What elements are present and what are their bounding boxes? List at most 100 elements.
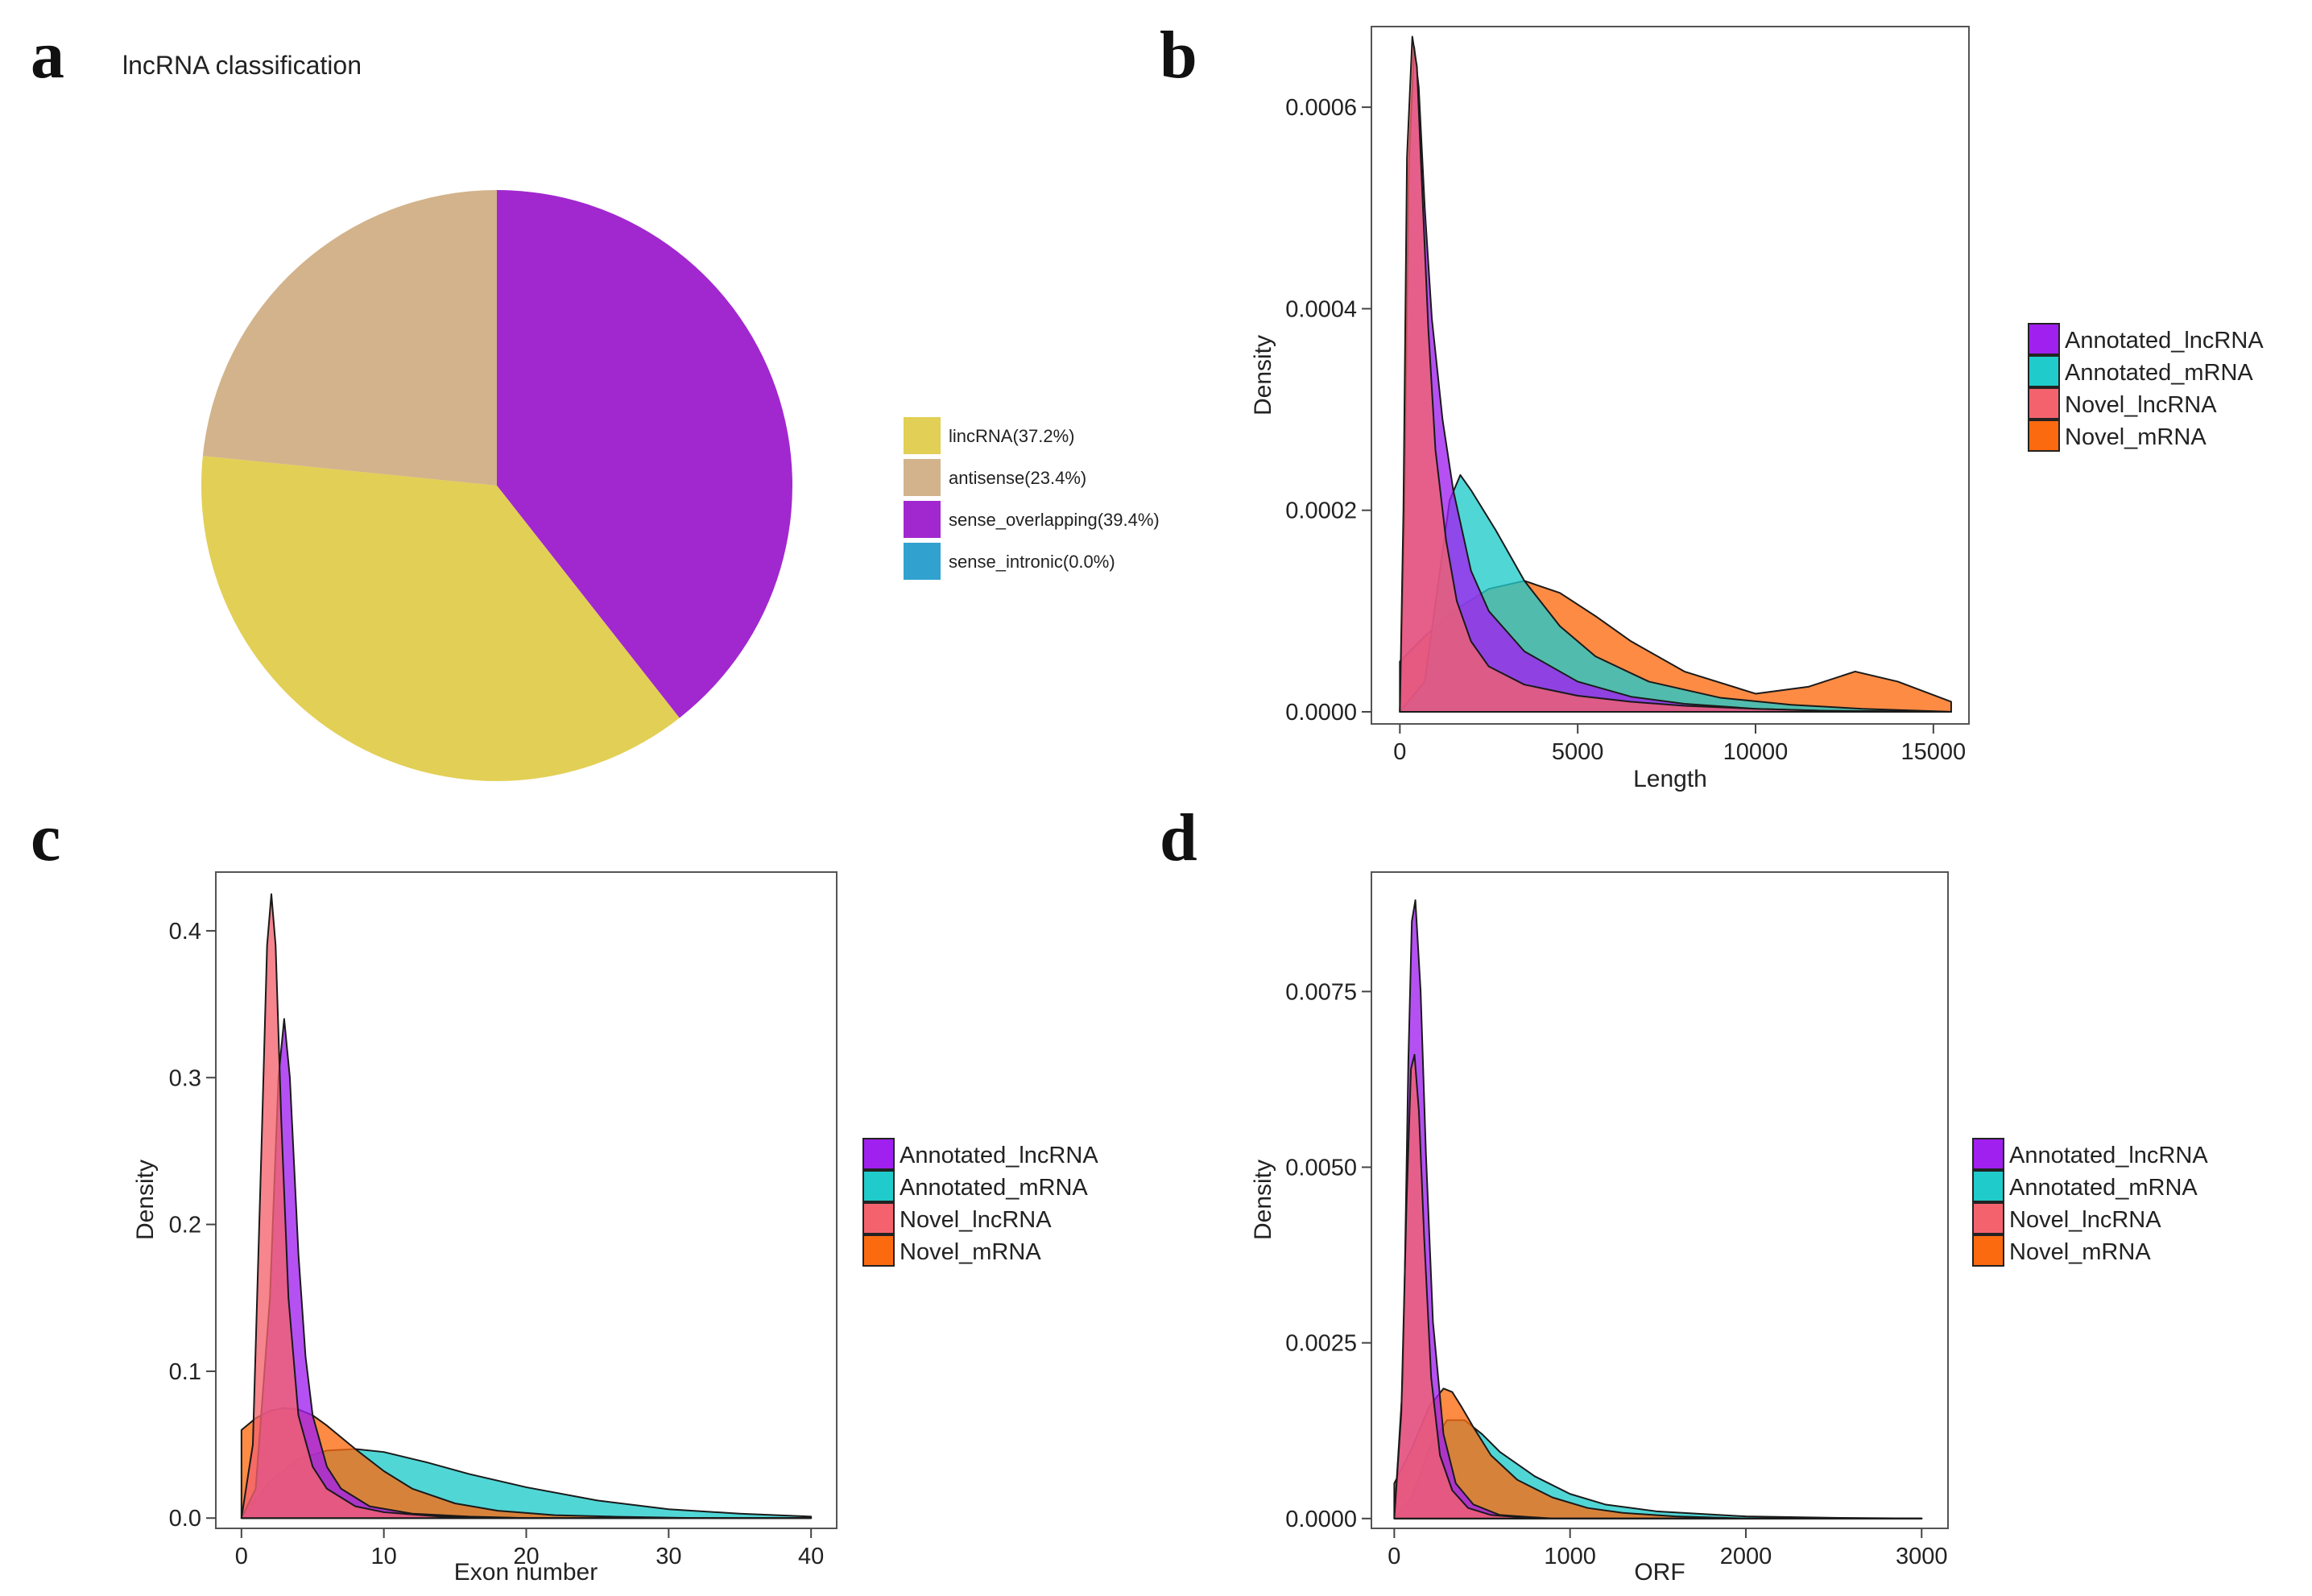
legend-item-novel-mrna: Novel_mRNA xyxy=(2028,420,2207,452)
legend-swatch-novel-mrna xyxy=(2028,420,2060,452)
panel-b-length-density: b 0.0000 0.0002 0.0004 0.0006 0 5000 100… xyxy=(1160,18,2264,792)
panel-letter-d: d xyxy=(1160,800,1197,875)
legend-item-annotated-mrna: Annotated_mRNA xyxy=(862,1170,1088,1202)
legend-label-novel-lncrna: Novel_lncRNA xyxy=(2009,1207,2161,1233)
x-tick-label: 5000 xyxy=(1552,739,1604,765)
legend-b: Annotated_lncRNA Annotated_mRNA Novel_ln… xyxy=(2028,323,2264,452)
pie-legend-item-antisense: antisense(23.4%) xyxy=(904,459,1086,496)
panel-c-exon-density: c 0.0 0.1 0.2 0.3 0.4 0 10 xyxy=(31,800,1098,1586)
x-tick-label: 40 xyxy=(798,1544,824,1569)
legend-item-annotated-lncrna: Annotated_lncRNA xyxy=(2028,323,2264,355)
x-ticks: 0 10 20 30 40 xyxy=(235,1528,824,1569)
legend-c: Annotated_lncRNA Annotated_mRNA Novel_ln… xyxy=(862,1138,1098,1267)
legend-swatch-annotated-mrna xyxy=(2028,355,2060,387)
panel-letter-c: c xyxy=(31,800,60,875)
pie-slices xyxy=(201,190,792,781)
y-ticks: 0.0000 0.0025 0.0050 0.0075 xyxy=(1285,979,1371,1532)
legend-label-antisense: antisense(23.4%) xyxy=(949,468,1086,488)
x-axis-title: ORF xyxy=(1634,1559,1685,1586)
legend-swatch-novel-mrna xyxy=(1972,1234,2004,1267)
density-areas xyxy=(240,893,813,1520)
legend-swatch-annotated-mrna xyxy=(1972,1170,2004,1202)
pie-legend: lincRNA(37.2%) antisense(23.4%) sense_ov… xyxy=(904,417,1160,580)
x-tick-label: 1000 xyxy=(1544,1544,1596,1569)
plot-frame xyxy=(1371,26,1970,725)
legend-label-sense-overlapping: sense_overlapping(39.4%) xyxy=(949,510,1160,530)
density-plot-length: 0.0000 0.0002 0.0004 0.0006 0 5000 10000… xyxy=(1250,26,1970,792)
legend-label-sense-intronic: sense_intronic(0.0%) xyxy=(949,552,1115,572)
density-area-novel-lncrna xyxy=(1399,35,1952,713)
x-tick-label: 15000 xyxy=(1901,739,1967,765)
density-area-novel-mrna xyxy=(1393,1387,1923,1520)
x-tick-label: 20 xyxy=(513,1544,539,1569)
legend-item-novel-mrna: Novel_mRNA xyxy=(862,1234,1041,1267)
y-axis-title: Density xyxy=(132,1160,159,1240)
density-plot-orf: 0.0000 0.0025 0.0050 0.0075 0 1000 2000 … xyxy=(1250,871,1949,1586)
y-tick-label: 0.3 xyxy=(169,1065,201,1091)
y-tick-label: 0.0004 xyxy=(1285,296,1357,322)
density-areas xyxy=(1399,35,1952,713)
panel-d-orf-density: d 0.0000 0.0025 0.0050 0.0075 0 1000 200… xyxy=(1160,800,2208,1586)
legend-label-novel-lncrna: Novel_lncRNA xyxy=(900,1207,1052,1233)
y-tick-label: 0.0 xyxy=(169,1506,201,1532)
legend-label-annotated-lncrna: Annotated_lncRNA xyxy=(2009,1143,2208,1168)
panel-letter-a: a xyxy=(31,18,64,93)
legend-label-lincrna: lincRNA(37.2%) xyxy=(949,426,1075,446)
x-tick-label: 0 xyxy=(235,1544,248,1569)
y-ticks: 0.0 0.1 0.2 0.3 0.4 xyxy=(169,919,216,1532)
legend-swatch-novel-lncrna xyxy=(2028,387,2060,420)
legend-item-annotated-mrna: Annotated_mRNA xyxy=(1972,1170,2198,1202)
density-area-novel-lncrna xyxy=(240,893,813,1520)
legend-swatch-antisense xyxy=(904,459,941,496)
legend-swatch-novel-mrna xyxy=(862,1234,895,1267)
legend-swatch-annotated-lncrna xyxy=(1972,1138,2004,1170)
panel-a-pie-chart: a lncRNA classification lincRNA(37.2%) a… xyxy=(31,18,1160,781)
y-tick-label: 0.1 xyxy=(169,1359,201,1385)
pie-legend-item-sense-intronic: sense_intronic(0.0%) xyxy=(904,543,1115,580)
density-plot-exon-number: 0.0 0.1 0.2 0.3 0.4 0 10 20 30 40 xyxy=(132,871,838,1586)
x-axis-title: Exon number xyxy=(454,1559,598,1586)
legend-swatch-annotated-mrna xyxy=(862,1170,895,1202)
density-area-annotated-lncrna xyxy=(1399,46,1952,713)
legend-item-annotated-lncrna: Annotated_lncRNA xyxy=(862,1138,1098,1170)
y-tick-label: 0.0000 xyxy=(1285,1507,1357,1532)
x-tick-label: 10000 xyxy=(1723,739,1789,765)
y-tick-label: 0.0075 xyxy=(1285,979,1357,1005)
legend-label-novel-lncrna: Novel_lncRNA xyxy=(2065,392,2217,418)
legend-item-annotated-lncrna: Annotated_lncRNA xyxy=(1972,1138,2208,1170)
x-ticks: 0 5000 10000 15000 xyxy=(1393,724,1966,765)
plot-frame xyxy=(1371,871,1949,1529)
legend-swatch-sense-overlapping xyxy=(904,501,941,538)
pie-slice-sense-overlapping xyxy=(497,190,792,718)
x-tick-label: 10 xyxy=(371,1544,397,1569)
legend-label-novel-mrna: Novel_mRNA xyxy=(2065,424,2207,450)
legend-label-annotated-mrna: Annotated_mRNA xyxy=(2009,1175,2198,1201)
x-tick-label: 30 xyxy=(656,1544,681,1569)
legend-label-annotated-lncrna: Annotated_lncRNA xyxy=(900,1143,1098,1168)
legend-item-annotated-mrna: Annotated_mRNA xyxy=(2028,355,2253,387)
y-tick-label: 0.0002 xyxy=(1285,498,1357,524)
x-axis-title: Length xyxy=(1633,766,1707,792)
legend-item-novel-mrna: Novel_mRNA xyxy=(1972,1234,2151,1267)
x-tick-label: 0 xyxy=(1393,739,1406,765)
legend-swatch-sense-intronic xyxy=(904,543,941,580)
panel-letter-b: b xyxy=(1160,18,1197,93)
legend-swatch-annotated-lncrna xyxy=(862,1138,895,1170)
y-tick-label: 0.2 xyxy=(169,1213,201,1238)
legend-d: Annotated_lncRNA Annotated_mRNA Novel_ln… xyxy=(1972,1138,2208,1267)
pie-slice-antisense xyxy=(202,190,498,486)
x-tick-label: 3000 xyxy=(1896,1544,1948,1569)
legend-item-novel-lncrna: Novel_lncRNA xyxy=(1972,1202,2161,1234)
x-tick-label: 0 xyxy=(1388,1544,1400,1569)
density-areas xyxy=(1393,899,1923,1520)
legend-label-novel-mrna: Novel_mRNA xyxy=(900,1239,1041,1265)
legend-swatch-novel-lncrna xyxy=(862,1202,895,1234)
legend-label-annotated-mrna: Annotated_mRNA xyxy=(900,1175,1088,1201)
y-tick-label: 0.0006 xyxy=(1285,95,1357,121)
legend-swatch-novel-lncrna xyxy=(1972,1202,2004,1234)
pie-title: lncRNA classification xyxy=(122,51,362,80)
y-tick-label: 0.4 xyxy=(169,919,201,945)
legend-label-novel-mrna: Novel_mRNA xyxy=(2009,1239,2151,1265)
y-ticks: 0.0000 0.0002 0.0004 0.0006 xyxy=(1285,95,1371,726)
